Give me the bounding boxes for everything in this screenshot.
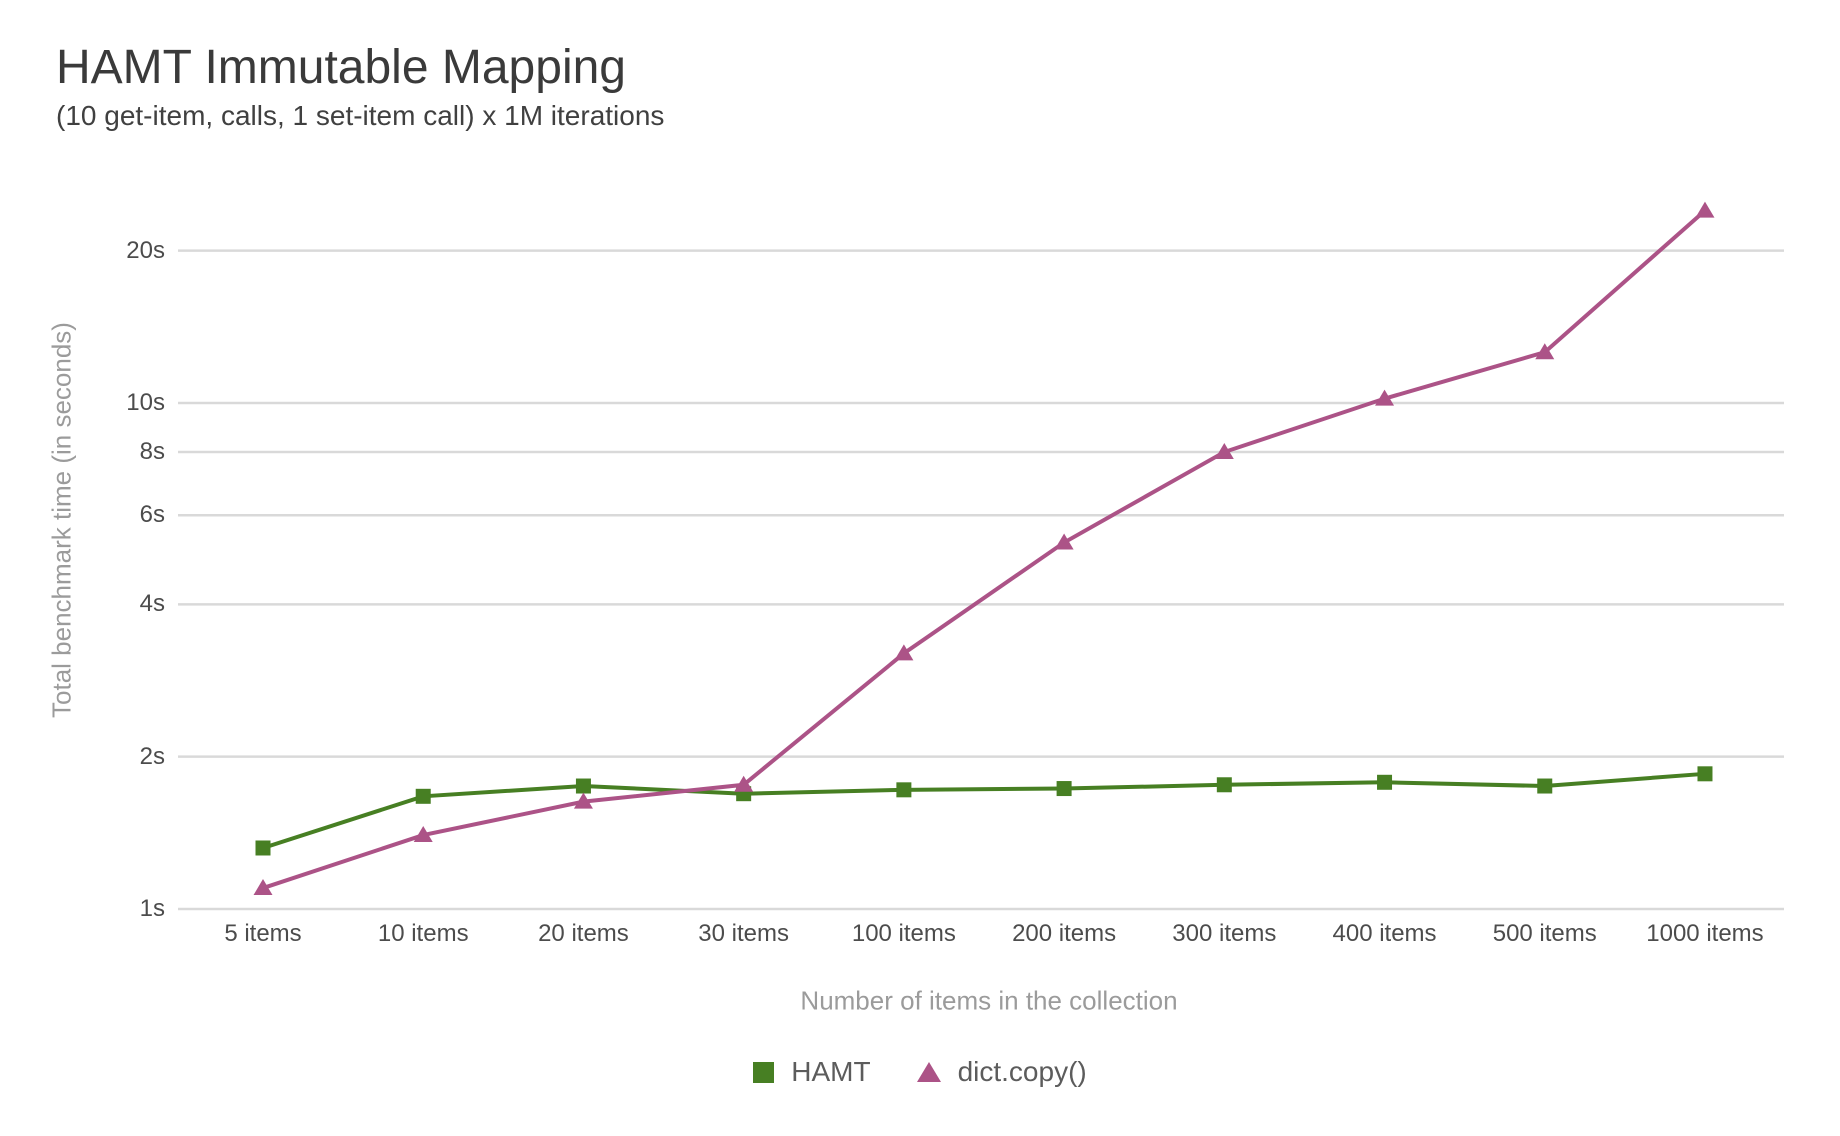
x-tick-label-1000-items: 1000 items: [1646, 920, 1764, 947]
x-tick-label-500-items: 500 items: [1492, 920, 1597, 947]
triangle-marker-icon: [916, 1062, 941, 1082]
legend: HAMT dict.copy(): [0, 1056, 1840, 1088]
series-line-dict-copy: [262, 209, 1707, 890]
y-tick-label-8s: 8s: [139, 438, 165, 466]
data-point-dict-copy[interactable]: [1214, 443, 1234, 460]
chart-subtitle: (10 get-item, calls, 1 set-item call) x …: [56, 100, 665, 131]
y-tick-label-4s: 4s: [139, 590, 165, 618]
data-point-hamt[interactable]: [1537, 778, 1553, 794]
data-point-hamt[interactable]: [1056, 781, 1072, 797]
y-tick-label-2s: 2s: [139, 742, 165, 770]
data-point-dict-copy[interactable]: [573, 792, 593, 809]
x-tick-label-30-items: 30 items: [698, 920, 789, 947]
x-tick-label-100-items: 100 items: [851, 920, 956, 947]
y-tick-label-10s: 10s: [126, 389, 165, 416]
data-point-hamt[interactable]: [415, 788, 431, 804]
data-point-hamt[interactable]: [255, 840, 271, 856]
data-point-dict-copy[interactable]: [894, 644, 914, 661]
x-tick-label-400-items: 400 items: [1332, 920, 1437, 947]
y-tick-label-6s: 6s: [139, 501, 165, 529]
x-axis-title: Number of items in the collection: [800, 985, 1178, 1016]
data-point-dict-copy[interactable]: [1535, 343, 1555, 360]
x-tick-label-20-items: 20 items: [538, 920, 629, 947]
series-line-hamt: [262, 771, 1706, 850]
data-point-dict-copy[interactable]: [1695, 201, 1715, 218]
data-point-dict-copy[interactable]: [413, 826, 433, 843]
legend-item-dict-copy[interactable]: dict.copy(): [916, 1056, 1087, 1088]
x-tick-label-200-items: 200 items: [1012, 920, 1117, 947]
x-tick-label-10-items: 10 items: [377, 920, 469, 947]
legend-item-hamt[interactable]: HAMT: [753, 1056, 871, 1088]
data-point-hamt[interactable]: [896, 782, 912, 798]
chart-title: HAMT Immutable Mapping: [56, 41, 626, 94]
data-point-hamt[interactable]: [1377, 774, 1393, 790]
data-point-dict-copy[interactable]: [734, 775, 754, 792]
x-tick-label-5-items: 5 items: [224, 920, 302, 947]
data-point-hamt[interactable]: [575, 778, 591, 794]
data-point-hamt[interactable]: [1216, 777, 1232, 793]
y-tick-label-1s: 1s: [139, 895, 165, 922]
legend-label-hamt: HAMT: [791, 1056, 871, 1087]
legend-label-dict-copy: dict.copy(): [957, 1056, 1087, 1087]
x-tick-label-300-items: 300 items: [1172, 920, 1277, 947]
data-point-dict-copy[interactable]: [253, 879, 273, 896]
data-point-dict-copy[interactable]: [1054, 533, 1074, 550]
square-marker-icon: [753, 1061, 775, 1083]
data-point-dict-copy[interactable]: [1375, 389, 1395, 406]
y-tick-label-20s: 20s: [126, 236, 165, 264]
data-point-hamt[interactable]: [1697, 766, 1713, 782]
